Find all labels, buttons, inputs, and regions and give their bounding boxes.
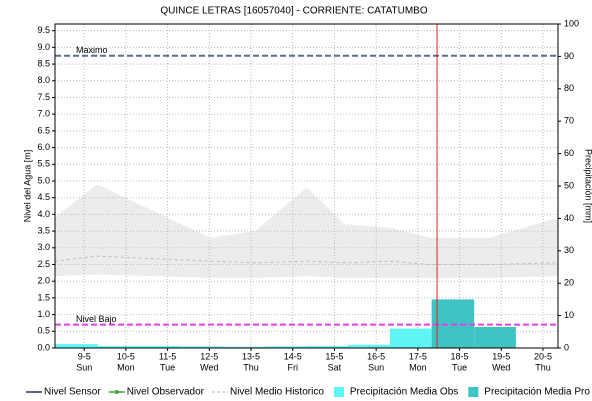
precip-bar — [223, 346, 265, 348]
y-tick-label: 7.5 — [37, 92, 50, 102]
x-tick-label: 17-5 — [409, 351, 427, 361]
precip-bar — [97, 346, 140, 348]
x-tick-day: Thu — [243, 362, 259, 372]
historic-band — [55, 184, 558, 278]
x-tick-day: Sat — [328, 362, 342, 372]
legend-label: Nivel Sensor — [44, 387, 101, 398]
y-tick-label: 6.0 — [37, 142, 50, 152]
y2-tick-label: 90 — [564, 51, 574, 61]
y-tick-label: 9.5 — [37, 25, 50, 35]
precip-bar — [389, 328, 432, 348]
y-tick-label: 7.0 — [37, 109, 50, 119]
y-tick-label: 1.5 — [37, 292, 50, 302]
y-tick-label: 0.5 — [37, 326, 50, 336]
reference-label: Maximo — [76, 45, 108, 55]
x-tick-day: Wed — [200, 362, 218, 372]
precip-bar — [181, 346, 224, 348]
y2-tick-label: 70 — [564, 116, 574, 126]
y-tick-label: 3.0 — [37, 242, 50, 252]
plot-frame — [54, 23, 559, 349]
legend-swatch — [333, 387, 344, 397]
y2-tick-label: 60 — [564, 148, 574, 158]
y-tick-label: 4.5 — [37, 192, 50, 202]
x-tick-label: 14-5 — [284, 351, 302, 361]
y-tick-label: 8.0 — [37, 75, 50, 85]
x-tick-day: Thu — [535, 362, 551, 372]
x-tick-day: Sun — [76, 362, 92, 372]
y-tick-label: 9.0 — [37, 42, 50, 52]
x-tick-label: 10-5 — [117, 351, 135, 361]
y-tick-label: 6.5 — [37, 125, 50, 135]
x-tick-label: 19-5 — [492, 351, 510, 361]
precip-bar — [139, 346, 182, 348]
y-tick-label: 5.5 — [37, 159, 50, 169]
y-tick-label: 0.0 — [37, 342, 50, 352]
y2-tick-label: 0 — [564, 342, 569, 352]
x-tick-label: 16-5 — [367, 351, 385, 361]
precip-bar — [474, 326, 516, 348]
legend-label: Precipitación Media Obs — [350, 387, 458, 398]
y-tick-label: 5.0 — [37, 175, 50, 185]
precip-bar — [55, 344, 98, 348]
x-tick-day: Sun — [368, 362, 384, 372]
x-tick-day: Tue — [452, 362, 467, 372]
y2-tick-label: 30 — [564, 245, 574, 255]
y2-tick-label: 50 — [564, 180, 574, 190]
y-tick-label: 2.0 — [37, 276, 50, 286]
x-tick-label: 9-5 — [78, 351, 91, 361]
y-tick-label: 2.5 — [37, 259, 50, 269]
precip-bar — [348, 344, 390, 348]
precip-bar — [306, 346, 349, 348]
x-tick-day: Fri — [287, 362, 298, 372]
x-tick-day: Mon — [409, 362, 427, 372]
y-tick-label: 1.0 — [37, 309, 50, 319]
y2-tick-label: 100 — [564, 18, 579, 28]
y-tick-label: 8.5 — [37, 58, 50, 68]
legend-swatch — [468, 387, 479, 397]
y2-tick-label: 40 — [564, 213, 574, 223]
x-tick-label: 20-5 — [534, 351, 552, 361]
y-tick-label: 4.0 — [37, 209, 50, 219]
x-tick-day: Wed — [492, 362, 510, 372]
legend-label: Nivel Medio Historico — [230, 387, 324, 398]
x-tick-day: Mon — [117, 362, 135, 372]
legend-swatch-dot — [114, 390, 119, 394]
legend-label: Nivel Observador — [127, 387, 205, 398]
x-tick-label: 15-5 — [325, 351, 343, 361]
y2-axis-label: Precipitación [mm] — [584, 149, 592, 223]
chart-title: QUINCE LETRAS [16057040] - CORRIENTE: CA… — [160, 6, 428, 17]
x-tick-label: 12-5 — [200, 351, 218, 361]
x-tick-day: Tue — [160, 362, 175, 372]
y-axis-label: Nivel del Agua [m] — [22, 150, 32, 223]
x-tick-label: 11-5 — [159, 351, 176, 361]
x-tick-label: 13-5 — [242, 351, 260, 361]
y2-tick-label: 10 — [564, 310, 574, 320]
reference-label: Nivel Bajo — [76, 314, 117, 324]
x-tick-label: 18-5 — [451, 351, 469, 361]
y-tick-label: 3.5 — [37, 225, 50, 235]
legend-label: Precipitación Media Pro — [484, 387, 590, 398]
precip-bar — [264, 346, 307, 348]
historic-mean-line — [54, 255, 559, 265]
y2-tick-label: 20 — [564, 278, 574, 288]
y2-tick-label: 80 — [564, 83, 574, 93]
